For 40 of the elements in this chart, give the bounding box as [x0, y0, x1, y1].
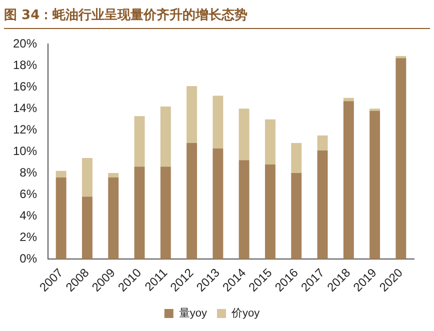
bar [238, 160, 250, 259]
bar [108, 173, 119, 178]
bar [238, 108, 250, 160]
y-tick-label: 4% [20, 208, 38, 222]
bar [56, 177, 66, 259]
bar [82, 158, 92, 197]
bar [343, 101, 354, 259]
y-tick-label: 18% [12, 58, 38, 72]
y-tick-label: 6% [20, 186, 38, 201]
bar [56, 170, 66, 178]
legend-label: 价yoy [230, 308, 260, 320]
bar [370, 110, 380, 259]
y-tick-label: 14% [12, 100, 38, 115]
bar [82, 196, 92, 259]
bar [396, 58, 406, 259]
bar [291, 173, 302, 259]
bar [160, 106, 171, 167]
bar [134, 166, 145, 259]
legend-label: 量yoy [178, 308, 208, 320]
bar [317, 150, 328, 259]
bar [264, 119, 276, 164]
bar [160, 166, 171, 259]
bar [134, 116, 145, 167]
bar [264, 164, 276, 259]
y-tick-label: 0% [20, 251, 38, 266]
chart-title: 图 34：蚝油行业呈现量价齐升的增长态势 [4, 6, 430, 29]
bar [108, 177, 119, 259]
bar [212, 148, 224, 259]
y-tick-label: 2% [20, 230, 38, 244]
y-tick-label: 8% [20, 165, 38, 180]
bar [186, 142, 198, 259]
y-tick-label: 10% [12, 144, 38, 158]
y-tick-label: 12% [12, 122, 38, 136]
y-tick-label: 16% [12, 79, 38, 94]
y-tick-label: 20% [12, 36, 38, 51]
bar [343, 98, 354, 102]
bar [317, 135, 328, 150]
bar [186, 86, 198, 143]
bar [212, 96, 224, 148]
bar [291, 142, 302, 174]
